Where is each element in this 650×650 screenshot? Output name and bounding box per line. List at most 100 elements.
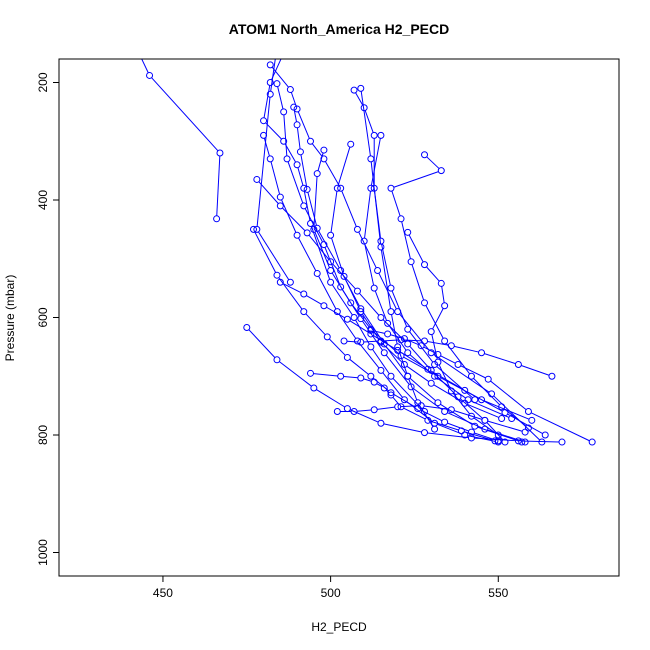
data-point xyxy=(384,330,392,338)
series-segment xyxy=(329,338,346,356)
data-point xyxy=(353,337,361,345)
series-segment xyxy=(357,409,372,412)
profile-series xyxy=(260,59,429,415)
series-segment xyxy=(284,143,297,163)
data-point xyxy=(491,437,499,445)
series-segment xyxy=(383,423,422,433)
series-segment xyxy=(433,354,490,393)
data-point xyxy=(441,337,449,345)
data-point xyxy=(337,283,345,291)
data-point xyxy=(541,431,549,439)
series-segment xyxy=(399,351,426,369)
series-segment xyxy=(388,325,407,351)
data-point xyxy=(293,231,301,239)
series-segment xyxy=(338,313,357,339)
data-point xyxy=(494,431,502,439)
x-tick-label: 550 xyxy=(488,586,508,600)
series-segment xyxy=(406,365,430,382)
series-segment xyxy=(343,376,358,379)
series-segment xyxy=(316,389,346,408)
data-point xyxy=(384,319,392,327)
series-segment xyxy=(330,191,338,233)
data-point xyxy=(276,193,284,201)
data-point xyxy=(367,343,375,351)
data-point xyxy=(367,330,375,338)
series-segment xyxy=(427,341,449,346)
data-point xyxy=(360,237,368,245)
data-point xyxy=(548,372,556,380)
series-segment xyxy=(385,354,410,385)
series-segment xyxy=(391,190,401,217)
x-tick-label: 450 xyxy=(153,586,173,600)
data-point xyxy=(296,148,304,156)
series-segment xyxy=(459,398,483,419)
series-segment xyxy=(349,409,379,423)
series-segment xyxy=(277,86,284,110)
data-point xyxy=(266,90,274,98)
data-point xyxy=(283,155,291,163)
series-segment xyxy=(270,59,276,92)
data-point xyxy=(350,408,358,415)
series-segment xyxy=(426,266,440,282)
series-segment xyxy=(437,423,463,435)
series-segment xyxy=(427,432,469,439)
data-point xyxy=(300,308,308,316)
data-point xyxy=(273,356,281,364)
series-segment xyxy=(473,417,497,434)
data-point xyxy=(478,396,486,404)
series-segment xyxy=(431,334,438,360)
series-segment xyxy=(341,190,357,227)
series-segment xyxy=(331,237,344,274)
series-segment xyxy=(521,365,550,376)
data-point xyxy=(377,419,385,427)
data-point xyxy=(467,434,475,442)
data-point xyxy=(343,315,351,323)
data-point xyxy=(266,155,274,163)
data-point xyxy=(337,184,345,192)
data-point xyxy=(276,278,284,286)
series-segment xyxy=(393,171,439,188)
data-point xyxy=(370,284,378,292)
series-segment xyxy=(297,167,304,186)
data-point xyxy=(394,403,402,411)
series-segment xyxy=(151,77,219,152)
series-segment xyxy=(331,272,350,301)
data-point xyxy=(441,418,449,426)
data-point xyxy=(293,105,301,113)
series-segment xyxy=(283,114,288,156)
y-tick-label: 600 xyxy=(36,307,50,327)
y-tick-label: 400 xyxy=(36,190,50,210)
series-segment xyxy=(460,365,486,379)
data-point xyxy=(377,337,385,345)
series-segment xyxy=(278,277,303,310)
data-point xyxy=(266,79,274,86)
data-point xyxy=(447,387,455,395)
series-segment xyxy=(425,305,444,339)
data-point xyxy=(333,184,341,192)
series-segment xyxy=(355,92,364,106)
data-point xyxy=(421,261,429,269)
y-axis: 200 400 600 800 1000 xyxy=(36,72,59,566)
data-point xyxy=(380,349,388,357)
series-segment xyxy=(385,389,390,394)
series-segment xyxy=(403,407,426,420)
data-point xyxy=(280,108,288,116)
series-segment xyxy=(382,343,403,363)
series-segment xyxy=(447,422,469,432)
series-segment xyxy=(324,247,341,285)
profile-series xyxy=(249,225,502,445)
data-point xyxy=(320,302,328,310)
series-segment xyxy=(352,304,370,328)
series-segment xyxy=(452,392,470,415)
data-point xyxy=(306,137,314,145)
data-point xyxy=(370,406,378,414)
data-point xyxy=(280,137,288,145)
series-segment xyxy=(423,346,436,354)
series-segment xyxy=(430,420,459,431)
series-segment xyxy=(432,308,444,330)
series-segment xyxy=(493,395,541,441)
series-segment xyxy=(363,340,378,343)
series-segment xyxy=(258,181,279,204)
data-point xyxy=(588,438,596,446)
series-segment xyxy=(306,295,322,305)
